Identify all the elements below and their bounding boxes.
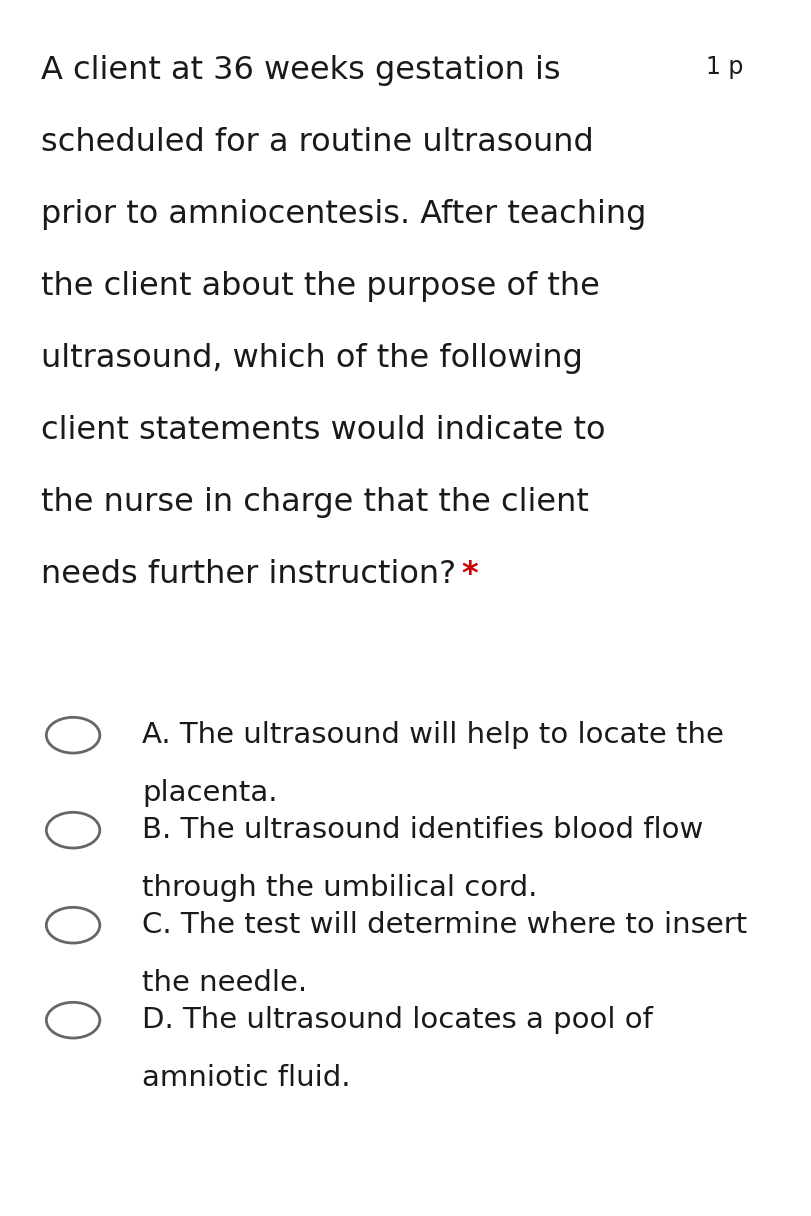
Text: prior to amniocentesis. After teaching: prior to amniocentesis. After teaching <box>41 199 646 230</box>
Text: the client about the purpose of the: the client about the purpose of the <box>41 271 599 302</box>
Text: placenta.: placenta. <box>142 779 277 807</box>
Text: the needle.: the needle. <box>142 969 307 997</box>
Text: A. The ultrasound will help to locate the: A. The ultrasound will help to locate th… <box>142 721 723 749</box>
Text: C. The test will determine where to insert: C. The test will determine where to inse… <box>142 911 746 939</box>
Text: through the umbilical cord.: through the umbilical cord. <box>142 874 537 902</box>
Text: A client at 36 weeks gestation is: A client at 36 weeks gestation is <box>41 55 560 86</box>
Text: client statements would indicate to: client statements would indicate to <box>41 415 604 446</box>
Text: scheduled for a routine ultrasound: scheduled for a routine ultrasound <box>41 126 593 158</box>
Text: 1 p: 1 p <box>706 55 743 79</box>
Text: *: * <box>461 559 478 590</box>
Text: ultrasound, which of the following: ultrasound, which of the following <box>41 343 581 375</box>
Text: amniotic fluid.: amniotic fluid. <box>142 1064 350 1092</box>
Text: the nurse in charge that the client: the nurse in charge that the client <box>41 486 588 518</box>
Text: D. The ultrasound locates a pool of: D. The ultrasound locates a pool of <box>142 1006 652 1034</box>
Text: B. The ultrasound identifies blood flow: B. The ultrasound identifies blood flow <box>142 816 702 844</box>
Text: needs further instruction?: needs further instruction? <box>41 559 455 590</box>
